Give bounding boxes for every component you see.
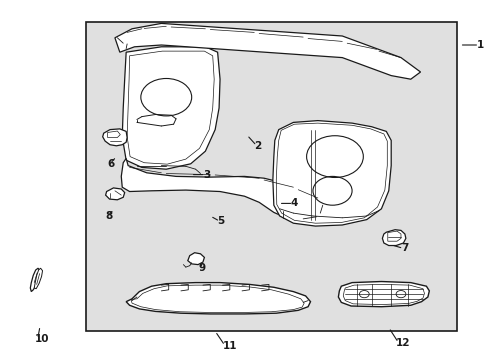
Text: 4: 4 xyxy=(290,198,298,208)
Polygon shape xyxy=(30,268,40,292)
Polygon shape xyxy=(121,158,327,221)
Polygon shape xyxy=(115,23,420,79)
Text: 3: 3 xyxy=(203,170,210,180)
Text: 8: 8 xyxy=(105,211,112,221)
Text: 10: 10 xyxy=(35,334,50,344)
Text: 9: 9 xyxy=(198,263,205,273)
Polygon shape xyxy=(338,282,428,307)
Polygon shape xyxy=(272,121,390,226)
Text: 1: 1 xyxy=(476,40,483,50)
Text: 5: 5 xyxy=(217,216,224,226)
Text: 6: 6 xyxy=(107,159,115,169)
Polygon shape xyxy=(122,47,220,169)
Text: 11: 11 xyxy=(222,341,237,351)
Polygon shape xyxy=(102,129,127,146)
Polygon shape xyxy=(105,188,124,200)
Polygon shape xyxy=(187,253,204,265)
Text: 12: 12 xyxy=(395,338,410,348)
Text: 7: 7 xyxy=(400,243,407,253)
Bar xyxy=(85,22,456,331)
Text: 2: 2 xyxy=(254,141,261,151)
Polygon shape xyxy=(382,230,405,246)
Polygon shape xyxy=(34,268,42,289)
Polygon shape xyxy=(126,283,310,314)
